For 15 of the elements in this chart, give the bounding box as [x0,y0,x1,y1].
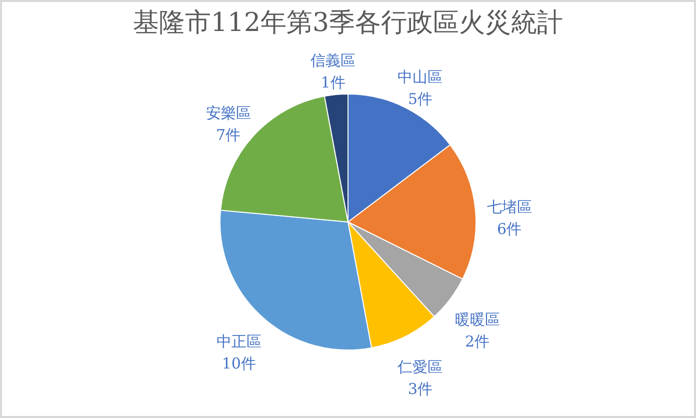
data-label: 1件 [320,74,346,92]
data-label: 5件 [408,90,432,108]
slice-label: 信義區 [310,52,356,70]
slice-label: 安樂區 [206,104,251,122]
data-label: 10件 [222,354,256,373]
data-label: 3件 [408,380,432,398]
data-label: 2件 [465,332,490,351]
slice-label: 仁愛區 [396,358,443,376]
slice-label: 中山區 [398,68,443,86]
slice-label: 七堵區 [486,198,532,216]
data-label: 7件 [216,126,241,144]
chart-title: 基隆市112年第3季各行政區火災統計 [132,8,564,38]
slice-label: 暖暖區 [454,310,500,329]
slice-label: 中正區 [216,332,262,351]
data-label: 6件 [497,220,522,238]
